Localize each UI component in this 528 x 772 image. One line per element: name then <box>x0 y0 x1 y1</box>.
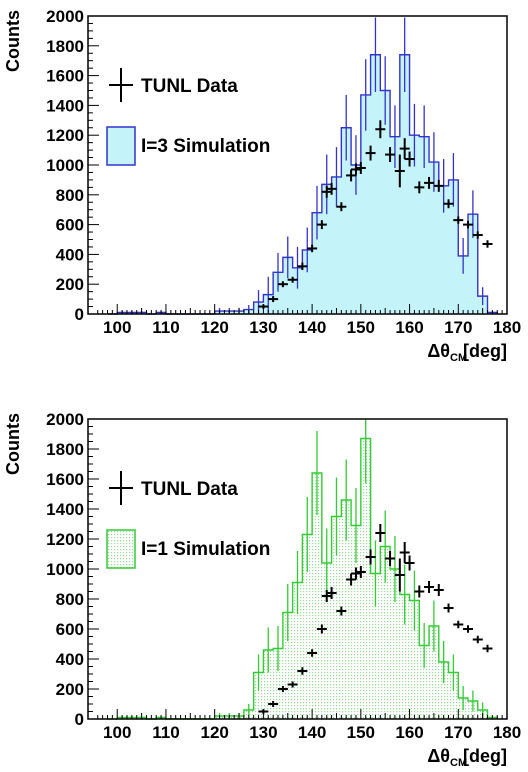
y-tick-label: 0 <box>75 305 84 324</box>
x-tick-label: 180 <box>493 318 521 337</box>
x-axis-unit: [deg] <box>463 746 507 766</box>
x-tick-label: 140 <box>298 318 326 337</box>
top-chart-panel: 100 110 120 130 140 150 160 170 1800200400600800… <box>3 7 521 364</box>
x-tick-label: 130 <box>249 318 277 337</box>
legend-simulation-swatch <box>106 529 136 569</box>
y-tick-label: 2000 <box>46 410 84 429</box>
y-tick-label: 1000 <box>46 560 84 579</box>
x-tick-label: 170 <box>444 318 472 337</box>
x-tick-label: 160 <box>395 723 423 742</box>
y-tick-label: 1600 <box>46 67 84 86</box>
x-tick-label: 120 <box>200 318 228 337</box>
y-tick-label: 200 <box>56 680 84 699</box>
y-tick-label: 400 <box>56 650 84 669</box>
y-tick-label: 800 <box>56 590 84 609</box>
y-tick-label: 1800 <box>46 440 84 459</box>
y-axis-title: Counts <box>3 10 23 72</box>
x-axis-title-subscript: CM <box>450 352 467 364</box>
y-tick-label: 1800 <box>46 37 84 56</box>
y-tick-label: 200 <box>56 275 84 294</box>
y-tick-label: 1400 <box>46 500 84 519</box>
y-tick-label: 1000 <box>46 156 84 175</box>
legend-simulation-label: I=1 Simulation <box>141 539 270 560</box>
y-tick-label: 400 <box>56 245 84 264</box>
x-tick-label: 180 <box>493 723 521 742</box>
legend-data-label: TUNL Data <box>141 479 238 500</box>
x-tick-label: 120 <box>200 723 228 742</box>
x-axis-title: Δθ <box>427 341 450 361</box>
y-tick-label: 1200 <box>46 126 84 145</box>
y-tick-label: 1400 <box>46 96 84 115</box>
x-tick-label: 170 <box>444 723 472 742</box>
x-tick-label: 130 <box>249 723 277 742</box>
y-tick-label: 1600 <box>46 470 84 489</box>
x-tick-label: 100 <box>103 318 131 337</box>
y-tick-label: 800 <box>56 186 84 205</box>
y-tick-label: 0 <box>75 710 84 729</box>
x-axis-title: Δθ <box>427 746 450 766</box>
x-tick-label: 110 <box>152 723 179 742</box>
y-axis-title: Counts <box>3 413 23 475</box>
x-tick-label: 150 <box>347 318 375 337</box>
y-tick-label: 1200 <box>46 530 84 549</box>
bottom-chart-panel: 100 110 120 130 140 150 160 170 1800200400600800… <box>3 410 521 769</box>
x-tick-label: 140 <box>298 723 326 742</box>
y-tick-label: 2000 <box>46 7 84 26</box>
x-axis-unit: [deg] <box>463 341 507 361</box>
y-tick-label: 600 <box>56 620 84 639</box>
legend-simulation-swatch <box>106 126 136 166</box>
x-tick-label: 150 <box>347 723 375 742</box>
y-tick-label: 600 <box>56 216 84 235</box>
x-tick-label: 100 <box>103 723 131 742</box>
legend-simulation-label: I=3 Simulation <box>141 136 270 157</box>
x-tick-label: 160 <box>395 318 423 337</box>
x-tick-label: 110 <box>152 318 179 337</box>
legend-data-label: TUNL Data <box>141 76 238 97</box>
x-axis-title-subscript: CM <box>450 757 467 769</box>
